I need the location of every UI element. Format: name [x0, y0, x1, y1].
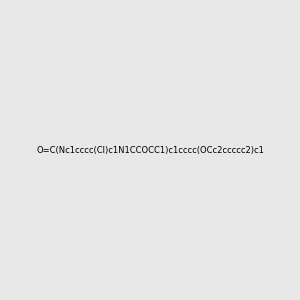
Text: O=C(Nc1cccc(Cl)c1N1CCOCC1)c1cccc(OCc2ccccc2)c1: O=C(Nc1cccc(Cl)c1N1CCOCC1)c1cccc(OCc2ccc…: [36, 146, 264, 154]
